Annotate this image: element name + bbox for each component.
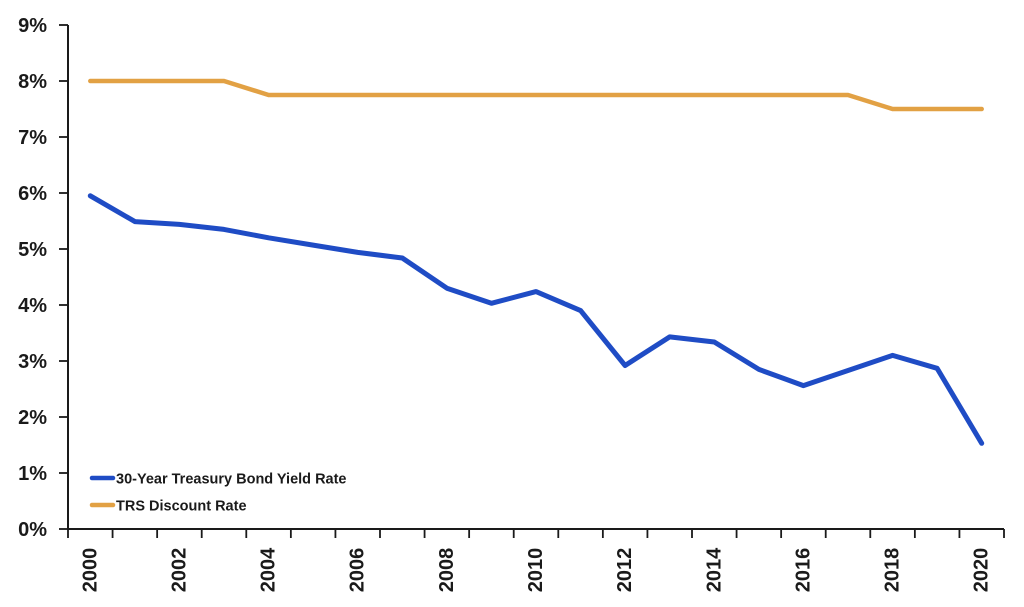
legend-label: 30-Year Treasury Bond Yield Rate bbox=[116, 472, 347, 488]
legend-label: TRS Discount Rate bbox=[116, 499, 247, 515]
x-tick-label: 2014 bbox=[703, 547, 725, 592]
y-tick-label: 9% bbox=[18, 15, 47, 37]
y-tick-label: 7% bbox=[18, 127, 47, 149]
y-tick-label: 0% bbox=[18, 519, 47, 541]
x-tick-label: 2002 bbox=[168, 548, 190, 593]
y-tick-label: 5% bbox=[18, 239, 47, 261]
y-tick-label: 6% bbox=[18, 183, 47, 205]
y-tick-label: 1% bbox=[18, 463, 47, 485]
x-tick-label: 2016 bbox=[792, 548, 814, 593]
x-tick-label: 2020 bbox=[971, 548, 993, 593]
y-tick-label: 4% bbox=[18, 295, 47, 317]
series-line-treasury-yield bbox=[87, 193, 985, 446]
y-tick-label: 2% bbox=[18, 407, 47, 429]
y-tick-label: 3% bbox=[18, 351, 47, 373]
x-tick-label: 2004 bbox=[258, 547, 280, 592]
x-tick-label: 2012 bbox=[614, 548, 636, 593]
series-line-trs-discount bbox=[88, 78, 984, 112]
y-tick-label: 8% bbox=[18, 71, 47, 93]
x-tick-label: 2008 bbox=[436, 548, 458, 593]
x-tick-label: 2000 bbox=[79, 548, 101, 593]
x-tick-label: 2018 bbox=[882, 548, 904, 593]
x-tick-label: 2006 bbox=[347, 548, 369, 593]
x-tick-label: 2010 bbox=[525, 548, 547, 593]
